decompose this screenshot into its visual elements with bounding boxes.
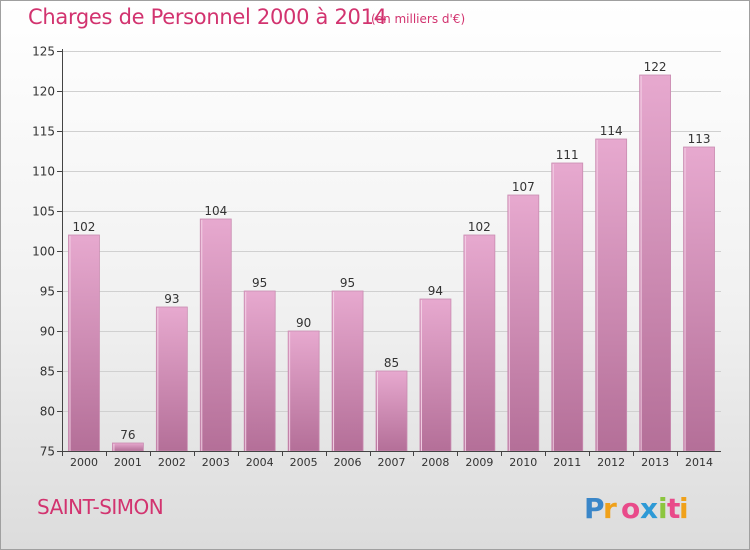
data-label-2007: 85 [384, 356, 399, 370]
y-tick-label: 95 [40, 285, 55, 299]
svg-text:P: P [584, 492, 605, 525]
bar-2004 [243, 290, 276, 452]
data-label-2014: 113 [688, 132, 711, 146]
bar-2000 [68, 234, 100, 452]
data-label-2002: 93 [164, 292, 179, 306]
svg-text:x: x [640, 492, 658, 525]
axes [57, 49, 721, 456]
x-tick-label-2006: 2006 [334, 456, 362, 469]
x-tick-label-2008: 2008 [421, 456, 449, 469]
y-tick-label: 90 [40, 325, 55, 339]
bar-2003 [199, 218, 232, 452]
proxiti-logo: P r o x i t i [584, 492, 689, 525]
x-tick-label-2009: 2009 [465, 456, 493, 469]
data-label-2004: 95 [252, 276, 267, 290]
x-tick-label-2010: 2010 [509, 456, 537, 469]
bar-2009 [463, 234, 496, 452]
data-label-2003: 104 [204, 204, 227, 218]
y-tick-label: 120 [32, 85, 55, 99]
bar-2008 [419, 298, 452, 452]
chart-subtitle: (en milliers d'€) [371, 12, 466, 26]
bar-2006 [331, 290, 364, 452]
y-tick-label: 110 [32, 165, 55, 179]
svg-text:o: o [621, 492, 640, 525]
bar-2005 [287, 330, 320, 452]
x-tick-label-2012: 2012 [597, 456, 625, 469]
x-tick-label-2011: 2011 [553, 456, 581, 469]
data-label-2012: 114 [600, 124, 623, 138]
y-tick-label: 115 [32, 125, 55, 139]
y-tick-label: 85 [40, 365, 55, 379]
data-label-2009: 102 [468, 220, 491, 234]
bar-2007 [375, 370, 408, 452]
y-tick-label: 125 [32, 45, 55, 59]
bar-2002 [155, 306, 188, 452]
bar-2010 [507, 194, 540, 452]
x-tick-label-2000: 2000 [70, 456, 98, 469]
data-label-2008: 94 [428, 284, 443, 298]
y-tick-label: 105 [32, 205, 55, 219]
y-tick-label: 100 [32, 245, 55, 259]
labels: 75 80 85 90 95 100 105 110 115 120 125 102 2000 76 200… [32, 45, 713, 470]
x-tick-label-2014: 2014 [685, 456, 713, 469]
bar-2011 [551, 162, 584, 452]
bar-2014 [683, 146, 715, 452]
data-label-2011: 111 [556, 148, 579, 162]
city-name: SAINT-SIMON [37, 495, 164, 519]
x-tick-label-2005: 2005 [290, 456, 318, 469]
data-label-2013: 122 [644, 60, 667, 74]
x-tick-label-2004: 2004 [246, 456, 274, 469]
data-label-2001: 76 [120, 428, 135, 442]
bar-2001 [112, 442, 144, 452]
x-tick-label-2002: 2002 [158, 456, 186, 469]
x-tick-label-2013: 2013 [641, 456, 669, 469]
bar-2013 [639, 74, 671, 452]
data-label-2010: 107 [512, 180, 535, 194]
x-tick-label-2003: 2003 [202, 456, 230, 469]
svg-text:i: i [658, 492, 668, 525]
svg-text:t: t [667, 492, 680, 525]
y-tick-label: 75 [40, 445, 55, 459]
x-tick-label-2001: 2001 [114, 456, 142, 469]
data-label-2006: 95 [340, 276, 355, 290]
bars [68, 74, 715, 452]
data-label-2005: 90 [296, 316, 311, 330]
svg-text:r: r [603, 492, 617, 525]
bar-2012 [595, 138, 628, 452]
svg-text:i: i [679, 492, 689, 525]
y-tick-label: 80 [40, 405, 55, 419]
data-label-2000: 102 [73, 220, 96, 234]
chart-title: Charges de Personnel 2000 à 2014 [28, 5, 387, 29]
x-tick-label-2007: 2007 [378, 456, 406, 469]
